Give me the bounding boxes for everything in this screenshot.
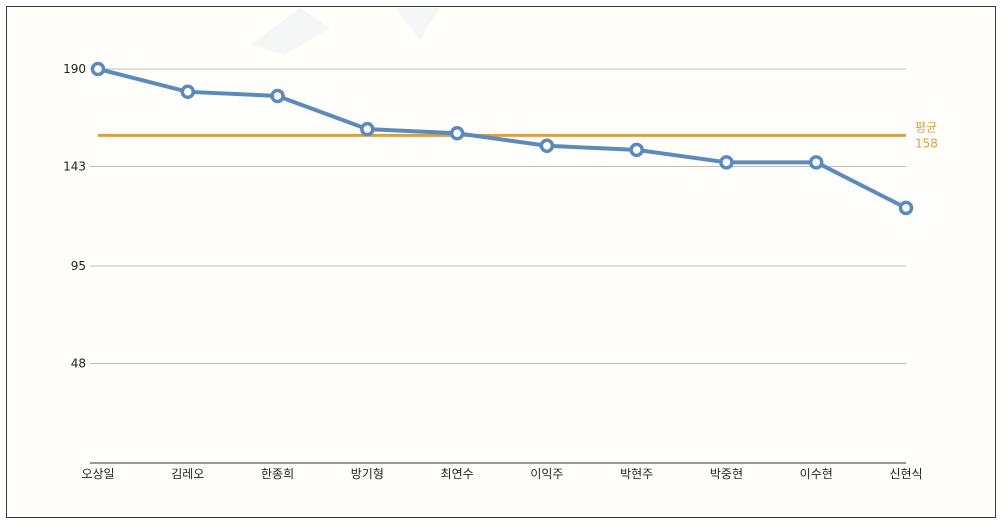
x-category-label: 박중현 [710,467,743,481]
x-category-label: 신현식 [889,467,922,481]
x-category-label: 방기형 [351,467,384,481]
average-value: 158 [915,136,938,150]
data-point [449,126,465,141]
data-point [898,200,914,216]
data-point [90,61,106,77]
data-point [629,142,644,158]
x-category-label: 김레오 [171,467,204,481]
y-tick-label: 95 [71,259,86,273]
data-point [719,155,734,170]
x-axis-categories: 오상일 김레오 한종희 방기형 최연수 이익주 박현주 박중현 이수현 신현식 [81,467,922,481]
grid-lines [90,68,906,364]
chart-frame [6,6,996,518]
y-tick-label: 143 [63,159,86,173]
data-point [360,121,375,137]
x-category-label: 이익주 [530,467,563,481]
x-category-label: 박현주 [620,467,653,481]
x-category-label: 한종희 [261,467,294,481]
watermark-logo [250,8,440,55]
data-point [270,88,285,104]
y-axis-ticks: 48 95 143 190 [63,62,86,370]
series-line [97,67,907,210]
y-tick-label: 190 [63,62,86,76]
x-category-label: 최연수 [441,467,474,481]
data-point [539,138,555,153]
data-points [90,61,914,216]
x-category-label: 오상일 [81,467,114,481]
y-tick-label: 48 [71,356,86,370]
data-point [180,84,196,100]
average-label: 평균 [915,120,937,134]
x-category-label: 이수현 [800,467,833,481]
data-point [808,155,824,170]
